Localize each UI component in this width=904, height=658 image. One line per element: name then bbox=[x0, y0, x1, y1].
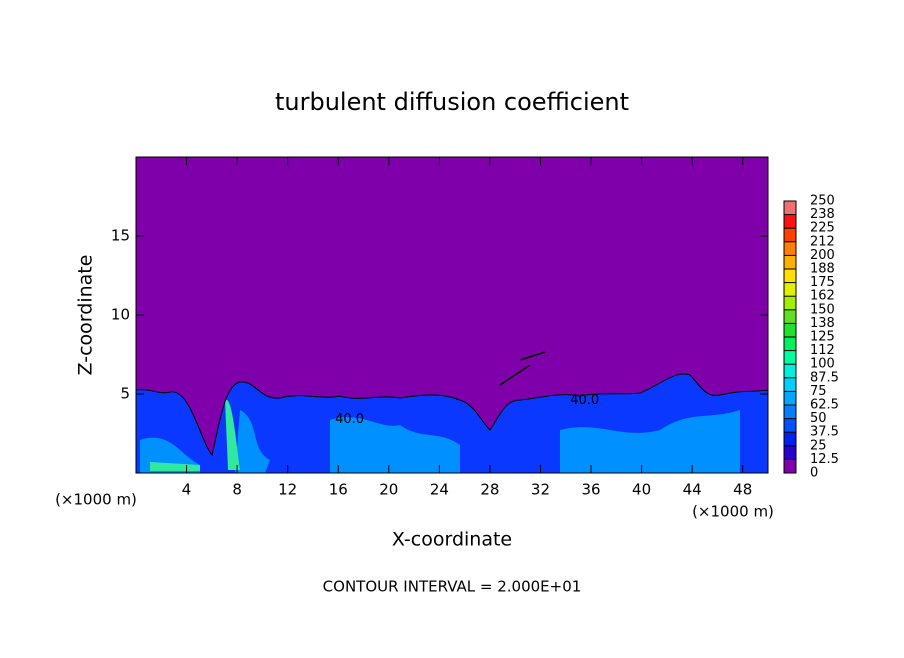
x-axis-label: X-coordinate bbox=[392, 529, 512, 551]
chart-title: turbulent diffusion coefficient bbox=[275, 88, 629, 116]
x-tick-label: 20 bbox=[379, 481, 398, 499]
x-tick-label: 28 bbox=[480, 481, 499, 499]
colorbar-label: 37.5 bbox=[810, 425, 839, 440]
colorbar-segment bbox=[784, 405, 796, 419]
x-tick-label: 48 bbox=[733, 481, 752, 499]
colorbar-label: 138 bbox=[810, 316, 835, 331]
field-layer bbox=[150, 399, 240, 471]
colorbar-segment bbox=[784, 418, 796, 433]
colorbar-segment bbox=[784, 296, 796, 310]
colorbar-segment bbox=[784, 377, 796, 392]
contour-label: 40.0 bbox=[570, 393, 599, 408]
colorbar-segment bbox=[784, 309, 796, 324]
colorbar-label: 175 bbox=[810, 275, 835, 290]
colorbar-segment bbox=[784, 391, 796, 405]
x-tick-label: 36 bbox=[581, 481, 600, 499]
colorbar-label: 62.5 bbox=[810, 398, 839, 413]
colorbar-segment bbox=[784, 459, 796, 473]
colorbar-label: 50 bbox=[810, 411, 827, 426]
colorbar-segment bbox=[784, 337, 796, 351]
x-tick-label: 44 bbox=[683, 481, 702, 499]
contour-line bbox=[135, 373, 769, 474]
colorbar-label: 250 bbox=[810, 194, 835, 209]
colorbar-label: 12.5 bbox=[810, 452, 839, 467]
annotation: CONTOUR INTERVAL = 2.000E+01 bbox=[323, 578, 582, 596]
colorbar-label: 100 bbox=[810, 357, 835, 372]
colorbar-segment bbox=[784, 241, 796, 256]
colorbar-label: 162 bbox=[810, 289, 835, 304]
y-tick-label: 10 bbox=[111, 306, 130, 324]
colorbar-label: 212 bbox=[810, 234, 835, 249]
colorbar-label: 225 bbox=[810, 221, 835, 236]
x-unit-label: (×1000 m) bbox=[692, 503, 774, 521]
colorbar-segment bbox=[784, 201, 796, 215]
colorbar-label: 0 bbox=[810, 466, 818, 481]
colorbar-label: 150 bbox=[810, 302, 835, 317]
colorbar-label: 238 bbox=[810, 207, 835, 222]
x-tick-label: 8 bbox=[232, 481, 242, 499]
colorbar-segment bbox=[784, 228, 796, 242]
x-tick-label: 12 bbox=[278, 481, 297, 499]
colorbar-label: 188 bbox=[810, 262, 835, 277]
colorbar-label: 200 bbox=[810, 248, 835, 263]
x-tick-label: 32 bbox=[531, 481, 550, 499]
contour-label: 40.0 bbox=[335, 412, 364, 427]
colorbar-segment bbox=[784, 445, 796, 460]
colorbar-segment bbox=[784, 269, 796, 283]
colorbar-label: 125 bbox=[810, 330, 835, 345]
y-axis-label: Z-coordinate bbox=[75, 255, 97, 376]
colorbar-segment bbox=[784, 364, 796, 378]
x-unit-label: (×1000 m) bbox=[55, 491, 137, 509]
colorbar-label: 75 bbox=[810, 384, 827, 399]
x-tick-label: 4 bbox=[182, 481, 192, 499]
x-tick-label: 40 bbox=[632, 481, 651, 499]
colorbar-segment bbox=[784, 350, 796, 365]
x-tick-label: 24 bbox=[430, 481, 449, 499]
field-layer bbox=[140, 410, 740, 473]
colorbar-segment bbox=[784, 432, 796, 446]
colorbar-segment bbox=[784, 323, 796, 337]
colorbar-segment bbox=[784, 255, 796, 269]
colorbar-label: 112 bbox=[810, 343, 835, 358]
colorbar-label: 87.5 bbox=[810, 370, 839, 385]
colorbar-segment bbox=[784, 214, 796, 229]
plot-area: 40.0 40.0 bbox=[135, 157, 769, 474]
y-tick-label: 5 bbox=[120, 385, 130, 403]
y-tick-label: 15 bbox=[111, 227, 130, 245]
x-tick-label: 16 bbox=[329, 481, 348, 499]
colorbar-label: 25 bbox=[810, 438, 827, 453]
contour-line bbox=[499, 351, 546, 386]
colorbar-segment bbox=[784, 282, 796, 297]
